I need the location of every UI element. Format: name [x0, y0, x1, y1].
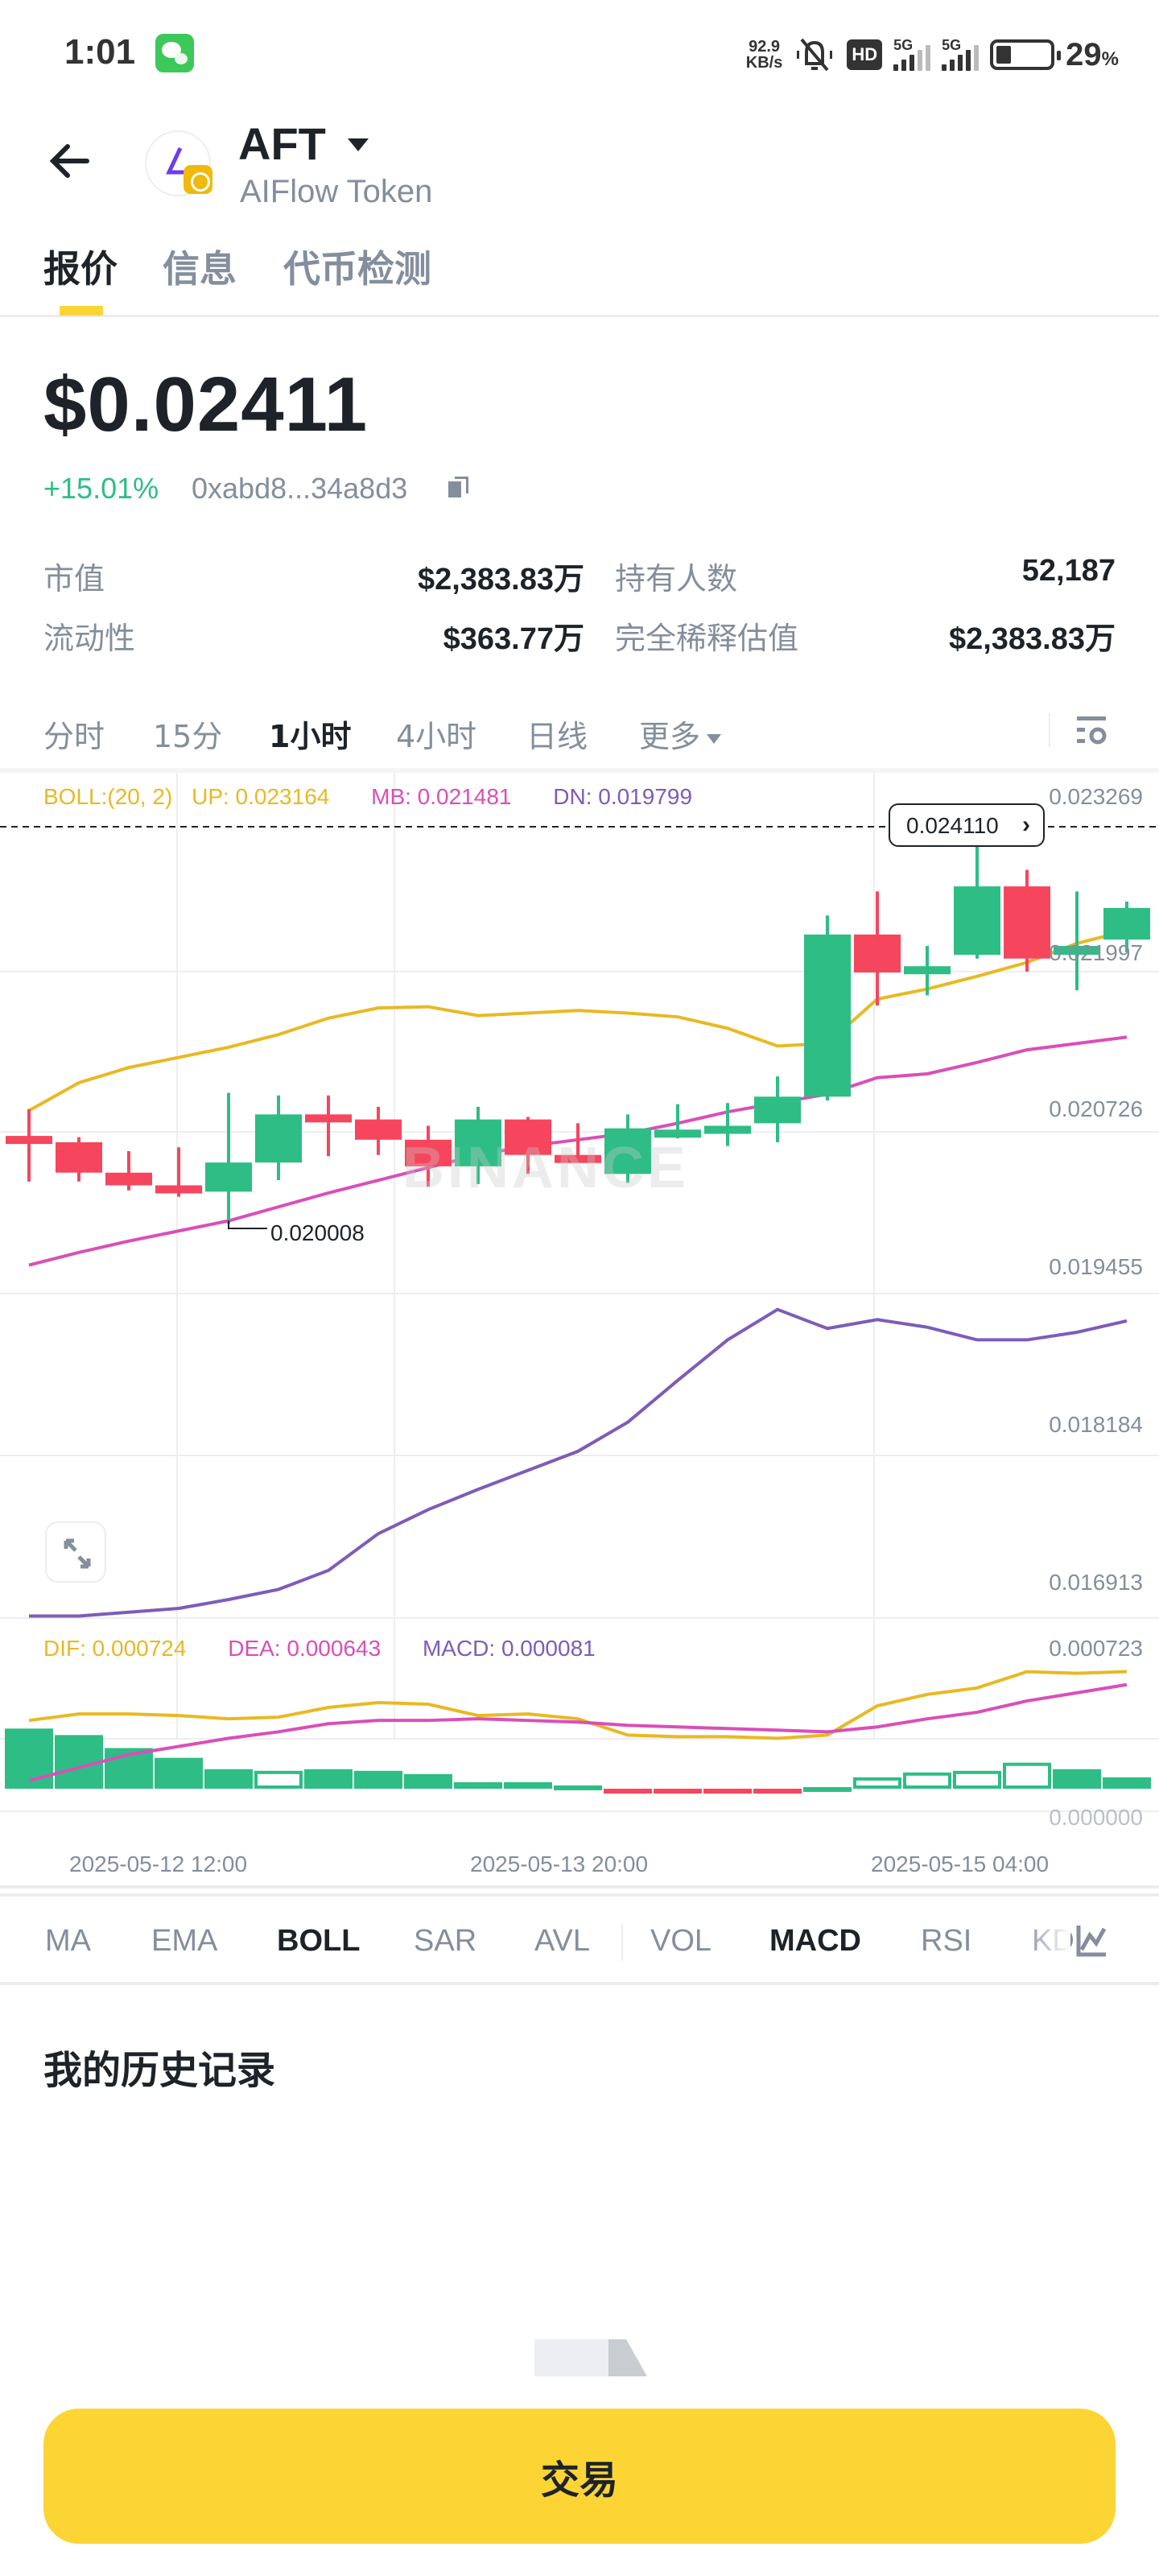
network-speed-unit: KB/s	[745, 54, 783, 72]
chevron-right-icon: ›	[1022, 811, 1030, 838]
tab-info[interactable]: 信息	[163, 247, 237, 291]
indicator-vol[interactable]: VOL	[650, 1924, 712, 1958]
fdv-label: 完全稀释估值	[615, 621, 799, 656]
battery-percent: 29%	[1066, 37, 1119, 73]
scroll-fade	[1022, 1897, 1070, 1982]
y-axis-label: 0.020726	[1049, 1096, 1143, 1121]
token-header: AFT AIFlow Token	[0, 113, 1159, 217]
history-section-title: 我的历史记录	[43, 2048, 276, 2093]
price-change-percent: +15.01%	[43, 472, 159, 505]
x-axis-label: 2025-05-15 04:00	[871, 1852, 1050, 1876]
boll-up-value: UP: 0.023164	[192, 784, 330, 809]
indicator-selector: MA EMA BOLL SAR AVL VOL MACD RSI KD	[0, 1893, 1159, 1985]
indicator-boll[interactable]: BOLL	[277, 1924, 361, 1958]
indicator-macd[interactable]: MACD	[769, 1924, 861, 1958]
market-cap-label: 市值	[43, 561, 105, 597]
indicator-settings-icon[interactable]	[1075, 1924, 1107, 1958]
sim1-network-type: 5G	[893, 37, 914, 53]
macd-y-axis-top: 0.000723	[1049, 1636, 1143, 1661]
status-bar: 1:01 92.9 KB/s HD 5G 5G 29%	[0, 0, 1159, 105]
wechat-icon	[155, 34, 194, 72]
divider	[621, 1924, 623, 1961]
active-tab-indicator	[60, 306, 103, 316]
y-axis-label: 0.023269	[1049, 784, 1143, 809]
kline-chart-canvas[interactable]	[0, 773, 1159, 1889]
interval-1h[interactable]: 1小时	[269, 719, 352, 754]
interval-4h[interactable]: 4小时	[396, 719, 477, 754]
battery-icon	[990, 39, 1062, 70]
interval-15m[interactable]: 15分	[153, 719, 223, 754]
expand-icon	[64, 1538, 91, 1569]
interval-more[interactable]: 更多	[639, 712, 722, 756]
indicator-rsi[interactable]: RSI	[921, 1924, 972, 1958]
x-axis-label: 2025-05-13 20:00	[470, 1852, 649, 1876]
current-price: $0.02411	[43, 361, 369, 448]
fullscreen-button[interactable]	[45, 1521, 106, 1583]
contract-address[interactable]: 0xabd8...34a8d3	[192, 472, 408, 505]
network-speed: 92.9 KB/s	[746, 39, 783, 71]
indicator-ema[interactable]: EMA	[151, 1924, 218, 1958]
mute-bell-icon	[797, 38, 833, 72]
holders-label: 持有人数	[615, 561, 738, 597]
page-tabs: 报价 信息 代币检测	[0, 233, 1159, 317]
indicator-sar[interactable]: SAR	[414, 1924, 477, 1958]
boll-params: BOLL:(20, 2)	[43, 784, 173, 809]
interval-selector: 分时 15分 1小时 4小时 日线 更多	[0, 700, 1159, 773]
macd-hist-value: MACD: 0.000081	[422, 1636, 596, 1661]
caret-down-icon	[707, 733, 722, 744]
market-cap-value: $2,383.83万	[417, 563, 584, 597]
boll-legend: BOLL:(20, 2) UP: 0.023164 MB: 0.021481 D…	[43, 784, 728, 810]
interval-more-label: 更多	[639, 719, 701, 754]
binance-watermark: BINANCE	[402, 1136, 690, 1200]
sim2-network-type: 5G	[942, 37, 962, 53]
kline-chart[interactable]: BINANCE BOLL:(20, 2) UP: 0.023164 MB: 0.…	[0, 773, 1159, 1889]
status-icons: 92.9 KB/s HD 5G 5G 29%	[746, 32, 1119, 77]
min-price-label: 0.020008	[270, 1220, 365, 1245]
trade-button[interactable]: 交易	[43, 2409, 1116, 2544]
battery-percent-value: 29	[1066, 36, 1102, 72]
empty-state-illustration	[534, 2339, 647, 2376]
battery-percent-unit: %	[1101, 47, 1119, 70]
copy-icon[interactable]	[448, 477, 468, 497]
boll-dn-value: DN: 0.019799	[553, 784, 693, 809]
status-time: 1:01	[64, 32, 136, 72]
liquidity-value: $363.77万	[443, 622, 584, 656]
chart-settings-icon[interactable]	[1074, 715, 1109, 747]
back-arrow-icon[interactable]	[45, 137, 93, 185]
bnb-chain-icon	[184, 165, 212, 194]
y-axis-label: 0.016913	[1049, 1570, 1143, 1595]
x-axis-label: 2025-05-12 12:00	[69, 1852, 248, 1876]
indicator-ma[interactable]: MA	[45, 1924, 91, 1958]
tab-token-check[interactable]: 代币检测	[283, 247, 431, 291]
interval-1d[interactable]: 日线	[526, 719, 588, 754]
current-price-tag[interactable]: 0.024110 ›	[889, 803, 1045, 847]
y-axis-label: 0.019455	[1049, 1254, 1143, 1279]
stats-row-2: 流动性 $363.77万 完全稀释估值 $2,383.83万	[43, 607, 1116, 656]
macd-y-axis-zero: 0.000000	[1049, 1805, 1143, 1830]
y-axis-label: 0.018184	[1049, 1412, 1143, 1437]
interval-timeshare[interactable]: 分时	[43, 719, 105, 754]
caret-down-icon[interactable]	[348, 138, 369, 151]
aiflow-logo-icon	[166, 147, 185, 175]
indicator-avl[interactable]: AVL	[534, 1924, 591, 1958]
token-logo	[145, 130, 211, 196]
boll-mb-value: MB: 0.021481	[371, 784, 512, 809]
signal-icon: 5G	[942, 37, 980, 71]
fdv-value: $2,383.83万	[948, 622, 1116, 656]
holders-value: 52,187	[1021, 554, 1116, 588]
macd-dif-value: DIF: 0.000724	[43, 1636, 187, 1661]
hd-voice-icon: HD	[847, 39, 883, 70]
macd-dea-value: DEA: 0.000643	[228, 1636, 382, 1661]
tab-quote[interactable]: 报价	[43, 247, 118, 291]
stats-row-1: 市值 $2,383.83万 持有人数 52,187	[43, 547, 1116, 597]
divider	[1049, 713, 1050, 747]
signal-icon: 5G	[893, 37, 931, 71]
token-name: AIFlow Token	[240, 174, 433, 209]
current-price-tag-value: 0.024110	[906, 813, 999, 838]
liquidity-label: 流动性	[43, 621, 136, 656]
token-symbol[interactable]: AFT	[238, 118, 326, 169]
y-axis-label: 0.021997	[1049, 940, 1143, 965]
macd-legend: DIF: 0.000724 DEA: 0.000643 MACD: 0.0000…	[43, 1636, 631, 1662]
network-speed-value: 92.9	[749, 38, 781, 56]
